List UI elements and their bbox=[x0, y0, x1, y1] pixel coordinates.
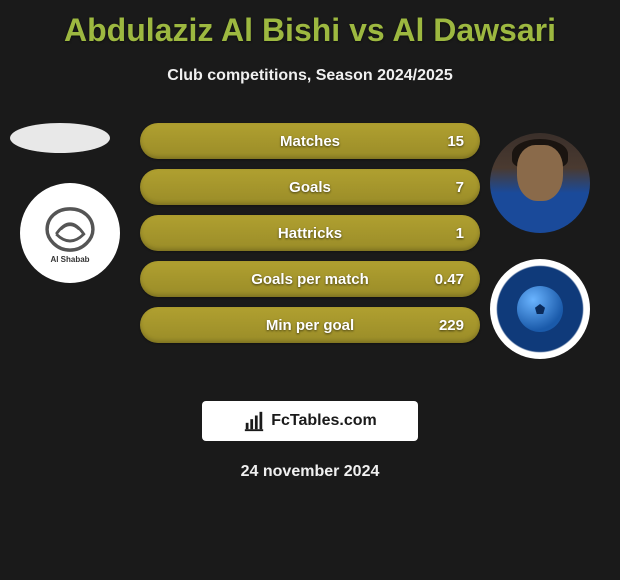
comparison-infographic: Abdulaziz Al Bishi vs Al Dawsari Club co… bbox=[0, 0, 620, 481]
brand-badge: FcTables.com bbox=[202, 401, 418, 441]
right-club-logo bbox=[490, 259, 590, 359]
avatar-face bbox=[517, 145, 563, 201]
stat-bar: Hattricks 1 bbox=[140, 215, 480, 251]
stat-label: Min per goal bbox=[266, 317, 354, 334]
comparison-area: Al Shabab Matches 15 Goals 7 Hattricks 1 bbox=[0, 123, 620, 383]
subtitle: Club competitions, Season 2024/2025 bbox=[0, 67, 620, 85]
stat-label: Goals per match bbox=[251, 271, 369, 288]
stat-value: 7 bbox=[456, 179, 464, 196]
bar-chart-icon bbox=[243, 410, 265, 432]
left-player-avatar bbox=[10, 123, 110, 153]
date-text: 24 november 2024 bbox=[0, 463, 620, 481]
stat-bar: Min per goal 229 bbox=[140, 307, 480, 343]
left-club-logo: Al Shabab bbox=[20, 183, 120, 283]
stat-label: Matches bbox=[280, 133, 340, 150]
stat-label: Goals bbox=[289, 179, 331, 196]
shield-swirl-icon bbox=[35, 202, 105, 257]
stat-value: 0.47 bbox=[435, 271, 464, 288]
right-player-avatar bbox=[490, 133, 590, 233]
stat-value: 1 bbox=[456, 225, 464, 242]
stat-bar: Matches 15 bbox=[140, 123, 480, 159]
stat-label: Hattricks bbox=[278, 225, 342, 242]
stat-value: 15 bbox=[447, 133, 464, 150]
brand-text: FcTables.com bbox=[271, 412, 377, 430]
stat-bar: Goals per match 0.47 bbox=[140, 261, 480, 297]
stat-bar: Goals 7 bbox=[140, 169, 480, 205]
page-title: Abdulaziz Al Bishi vs Al Dawsari bbox=[0, 0, 620, 49]
stat-value: 229 bbox=[439, 317, 464, 334]
soccer-ball-icon bbox=[517, 286, 563, 332]
left-club-label: Al Shabab bbox=[50, 255, 89, 264]
stat-bars: Matches 15 Goals 7 Hattricks 1 Goals per… bbox=[140, 123, 480, 353]
